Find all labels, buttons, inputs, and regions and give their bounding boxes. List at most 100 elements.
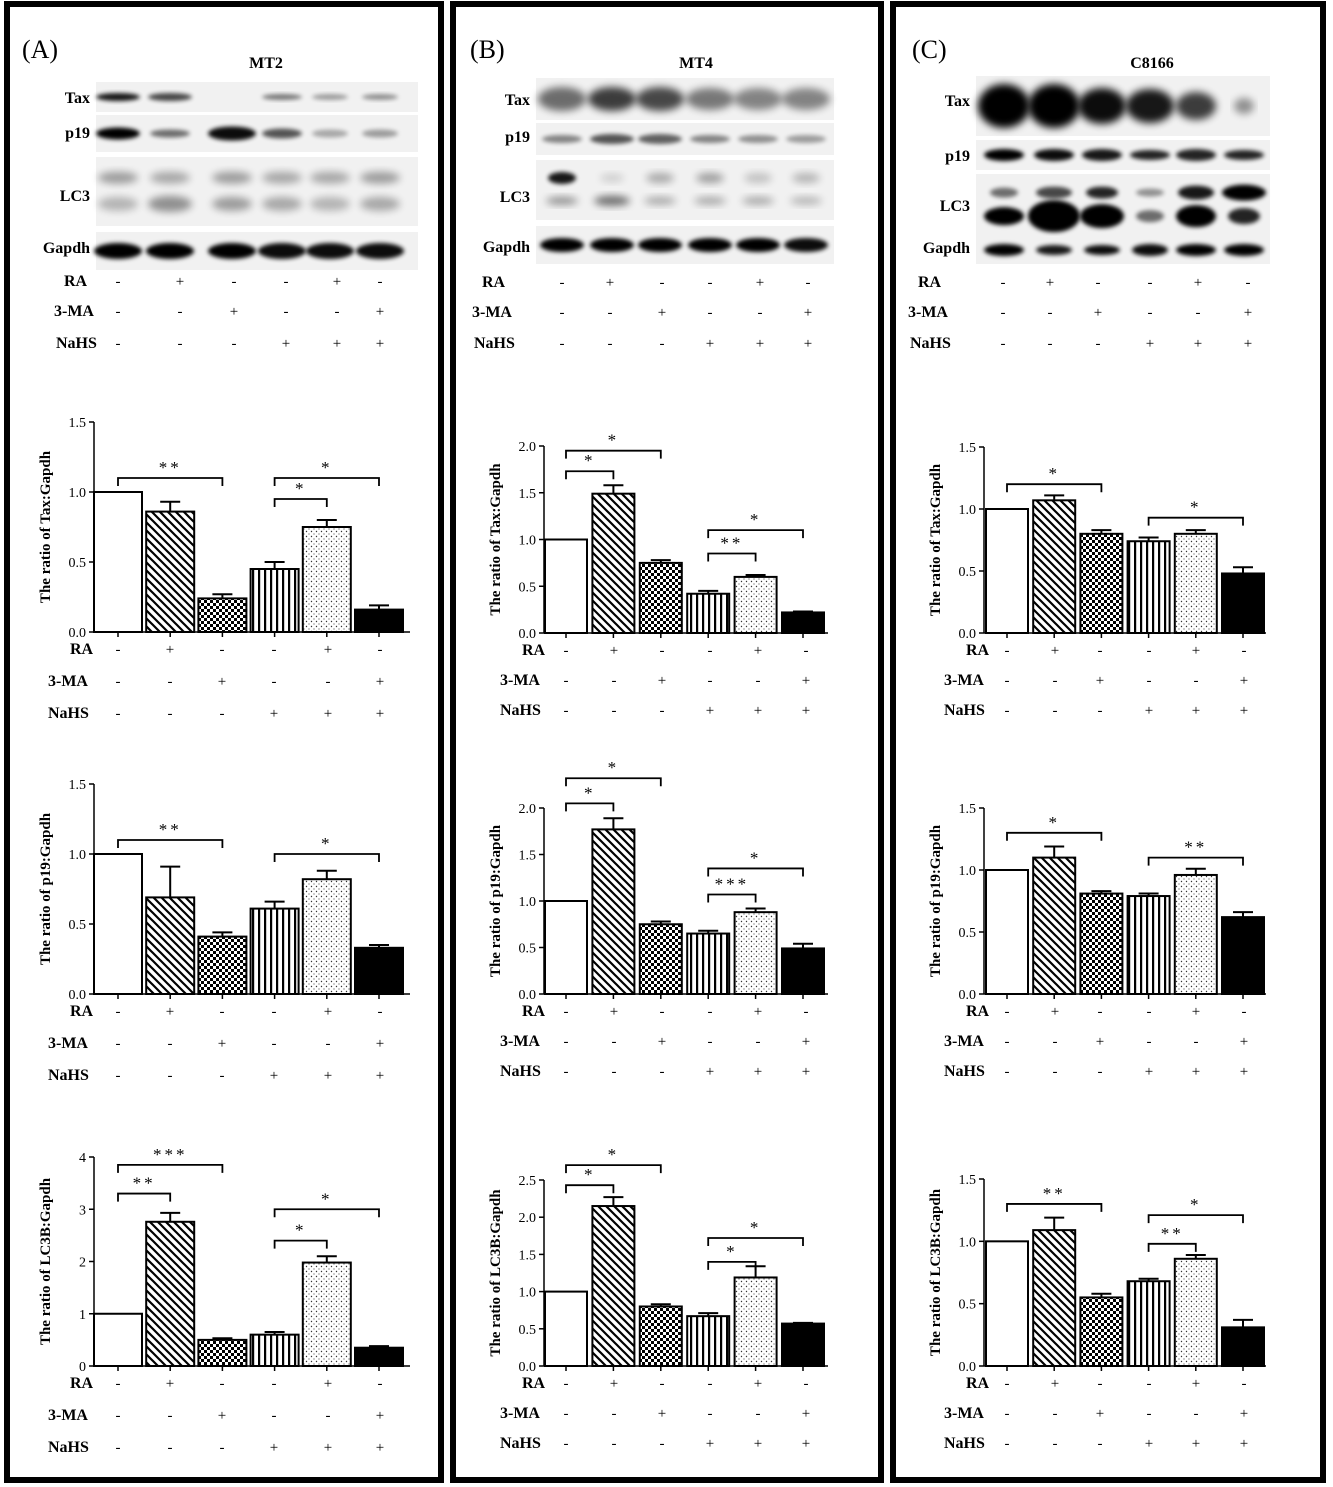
blot-band [1028, 84, 1080, 128]
bar [1173, 873, 1218, 996]
blot-band [638, 238, 682, 252]
treatment-mark: + [166, 1376, 174, 1392]
treatment-mark: - [1242, 643, 1247, 659]
panel-frame-1 [450, 1, 884, 1483]
treatment-mark: - [660, 643, 665, 659]
blot-band [1228, 208, 1260, 225]
treatment-mark: - [612, 703, 617, 719]
treatment-mark: - [272, 674, 277, 690]
treatment-mark: - [378, 642, 383, 658]
treatment-mark: - [708, 1406, 713, 1422]
treatment-mark: - [116, 706, 121, 722]
treatment-mark: - [708, 1034, 713, 1050]
treatment-mark: - [220, 1004, 225, 1020]
y-tick-label: 2.0 [519, 440, 537, 455]
treatment-label: NaHS [500, 702, 541, 719]
blot-band [742, 196, 774, 205]
y-axis-label: The ratio of p19:Gapdh [488, 824, 504, 977]
treatment-label: NaHS [944, 702, 985, 719]
treatment-label: RA [966, 1375, 990, 1392]
treatment-mark: + [1146, 336, 1154, 352]
blot-band [262, 128, 302, 139]
y-tick-label: 0.0 [959, 627, 977, 642]
significance-bracket [707, 893, 757, 903]
treatment-mark: + [1240, 703, 1248, 719]
treatment-mark: - [168, 1408, 173, 1424]
treatment-mark: - [1194, 1034, 1199, 1050]
treatment-mark: - [116, 304, 121, 320]
y-tick-label: 0.0 [69, 626, 87, 641]
bar [93, 1312, 143, 1367]
treatment-mark: - [178, 336, 183, 352]
y-tick-label: 1.5 [519, 1248, 537, 1263]
treatment-mark: + [802, 673, 810, 689]
significance-bracket [1006, 831, 1103, 841]
bar [1079, 1296, 1124, 1368]
treatment-label: 3-MA [944, 1033, 984, 1050]
blot-label: p19 [945, 148, 970, 165]
treatment-mark: - [1098, 1436, 1103, 1452]
treatment-mark: + [376, 1440, 384, 1456]
blot-band [644, 196, 676, 205]
treatment-mark: - [660, 275, 665, 291]
blot-band [96, 93, 140, 101]
bar [686, 592, 731, 634]
blot-band [98, 196, 138, 211]
y-tick-label: 1.0 [519, 534, 537, 549]
significance-bracket [707, 867, 804, 877]
treatment-label: RA [918, 274, 942, 291]
significance-label: ** [720, 534, 743, 553]
treatment-mark: - [284, 304, 289, 320]
blot-band [262, 196, 302, 211]
blot-strip [96, 157, 418, 226]
cell-line-title: C8166 [1130, 55, 1174, 72]
treatment-mark: - [116, 336, 121, 352]
treatment-label: 3-MA [908, 304, 948, 321]
treatment-mark: - [1005, 1436, 1010, 1452]
treatment-mark: + [804, 336, 812, 352]
treatment-mark: + [1145, 1436, 1153, 1452]
y-tick-label: 1.0 [69, 486, 87, 501]
bar [1079, 892, 1124, 995]
treatment-mark: + [706, 703, 714, 719]
bar [544, 900, 588, 995]
blot-band [1222, 184, 1266, 201]
blot-band [792, 173, 820, 183]
y-tick-label: 2.5 [519, 1174, 537, 1189]
treatment-mark: + [1094, 305, 1102, 321]
treatment-mark: - [560, 336, 565, 352]
blot-band [150, 171, 190, 184]
treatment-mark: + [1145, 703, 1153, 719]
treatment-mark: + [658, 1406, 666, 1422]
treatment-label: RA [70, 1003, 94, 1020]
treatment-mark: + [754, 1376, 762, 1392]
panel-letter: (C) [912, 35, 947, 64]
treatment-mark: - [1096, 336, 1101, 352]
blot-band [312, 129, 348, 138]
treatment-mark: + [802, 1034, 810, 1050]
treatment-mark: + [1192, 1064, 1200, 1080]
treatment-label: 3-MA [472, 304, 512, 321]
y-tick-label: 0 [79, 1360, 86, 1375]
blot-label: Gapdh [483, 239, 530, 256]
treatment-mark: - [116, 1440, 121, 1456]
blot-band [94, 243, 142, 259]
treatment-label: NaHS [48, 1439, 89, 1456]
panel-letter: (B) [470, 35, 505, 64]
treatment-mark: - [1053, 703, 1058, 719]
treatment-mark: - [168, 706, 173, 722]
treatment-mark: + [802, 703, 810, 719]
treatment-mark: - [564, 1406, 569, 1422]
treatment-label: NaHS [944, 1063, 985, 1080]
treatment-mark: - [1098, 1376, 1103, 1392]
treatment-label: RA [70, 641, 94, 658]
treatment-mark: - [564, 1004, 569, 1020]
blot-band [1036, 245, 1072, 255]
blot-band [1080, 204, 1124, 229]
treatment-mark: - [116, 274, 121, 290]
significance-label: * [1190, 1195, 1202, 1214]
treatment-mark: + [270, 1440, 278, 1456]
